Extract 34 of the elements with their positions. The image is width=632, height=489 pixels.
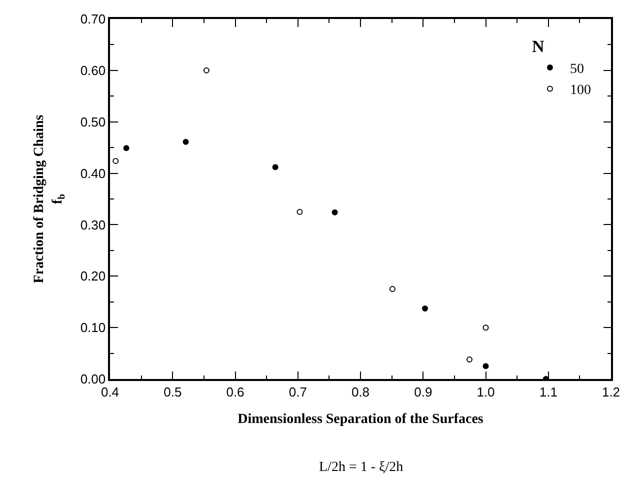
x-tick-label: 0.7 bbox=[288, 384, 307, 400]
point bbox=[389, 286, 396, 292]
y-tick-label: 0.20 bbox=[80, 268, 106, 284]
point bbox=[482, 324, 489, 331]
legend-label: 100 bbox=[570, 83, 591, 98]
point bbox=[466, 356, 472, 362]
y-tick-label: 0.70 bbox=[80, 12, 106, 27]
text: L/2h = 1 - ξ/2h bbox=[319, 460, 404, 475]
point bbox=[296, 208, 303, 215]
point bbox=[112, 158, 119, 164]
y-tick-label: 0.30 bbox=[80, 217, 106, 232]
x-tick-label: 0.8 bbox=[351, 384, 370, 400]
x-tick-label: 1.0 bbox=[476, 384, 495, 400]
point bbox=[272, 164, 278, 170]
x-tick-label: 1.2 bbox=[602, 384, 620, 400]
y-tick-label: 0.60 bbox=[80, 62, 106, 78]
legend-title: N bbox=[532, 36, 545, 56]
x-tick-label: 0.6 bbox=[226, 384, 244, 400]
y-tick-label: 0.10 bbox=[80, 320, 106, 336]
y-tick-label: 0.40 bbox=[80, 166, 106, 181]
y-tick-label: 0.50 bbox=[80, 114, 106, 130]
x-tick-label: 1.1 bbox=[539, 384, 558, 400]
point bbox=[203, 67, 210, 74]
point bbox=[123, 145, 130, 152]
point bbox=[182, 138, 189, 145]
legend-label: 50 bbox=[570, 62, 584, 77]
y-tick-label: 0.00 bbox=[80, 372, 106, 387]
point bbox=[422, 306, 428, 312]
x-tick-label: 0.5 bbox=[164, 384, 182, 400]
x-axis-title: Dimensionless Separation of the Surfaces bbox=[238, 412, 484, 428]
point bbox=[482, 363, 489, 370]
x-tick-label: 0.9 bbox=[414, 384, 432, 400]
x-tick-label: 0.4 bbox=[100, 384, 120, 400]
point bbox=[332, 209, 338, 216]
